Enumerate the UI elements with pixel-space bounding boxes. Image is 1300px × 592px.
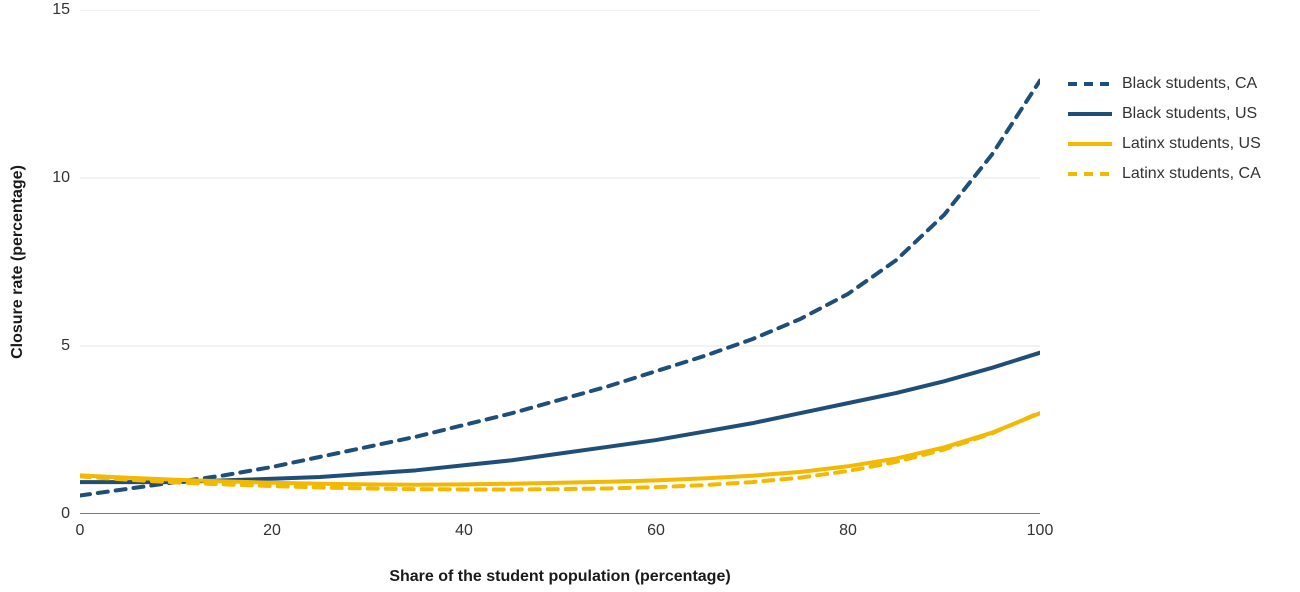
legend-swatch	[1068, 134, 1112, 154]
legend-item-latinx-us: Latinx students, US	[1068, 134, 1261, 154]
x-tick-label: 0	[76, 522, 85, 540]
legend-item-black-ca: Black students, CA	[1068, 74, 1261, 94]
y-tick-label: 10	[52, 169, 70, 187]
x-tick-label: 40	[455, 522, 473, 540]
y-tick-label: 5	[61, 337, 70, 355]
x-tick-label: 100	[1027, 522, 1054, 540]
legend-swatch	[1068, 164, 1112, 184]
y-axis-title: Closure rate (percentage)	[9, 165, 27, 359]
chart-legend: Black students, CA Black students, US Lati…	[1068, 74, 1261, 194]
x-tick-label: 80	[839, 522, 857, 540]
closure-rate-chart: Closure rate (percentage) Share of the s…	[0, 0, 1300, 592]
y-tick-label: 15	[52, 1, 70, 19]
x-tick-label: 60	[647, 522, 665, 540]
legend-label: Black students, CA	[1122, 75, 1257, 93]
series-line-black-ca	[80, 81, 1040, 496]
plot-area: 051015020406080100	[80, 10, 1040, 514]
y-tick-label: 0	[61, 505, 70, 523]
legend-swatch	[1068, 74, 1112, 94]
series-line-latinx-ca	[80, 413, 1040, 490]
legend-label: Latinx students, CA	[1122, 165, 1261, 183]
legend-label: Latinx students, US	[1122, 135, 1261, 153]
legend-item-latinx-ca: Latinx students, CA	[1068, 164, 1261, 184]
plot-svg	[80, 10, 1040, 514]
legend-item-black-us: Black students, US	[1068, 104, 1261, 124]
x-tick-label: 20	[263, 522, 281, 540]
legend-swatch	[1068, 104, 1112, 124]
x-axis-title: Share of the student population (percent…	[80, 568, 1040, 586]
legend-label: Black students, US	[1122, 105, 1257, 123]
